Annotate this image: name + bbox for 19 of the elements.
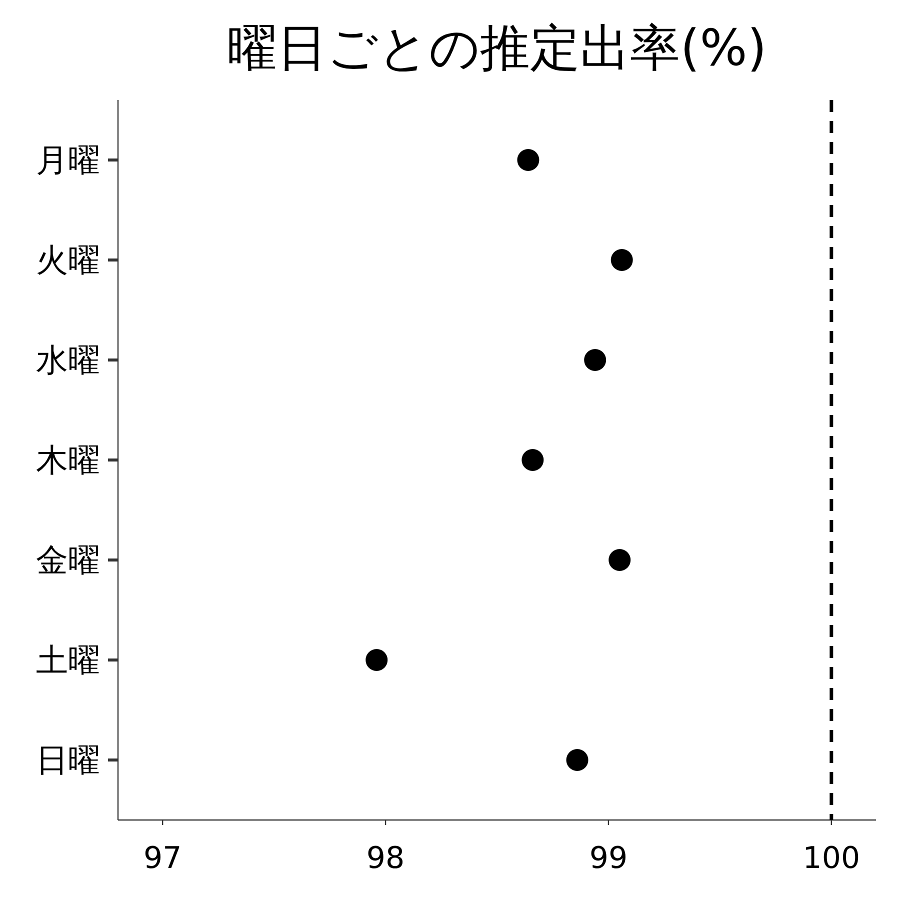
- point: [522, 449, 544, 471]
- x-tick-label: 98: [366, 841, 405, 876]
- point: [517, 149, 540, 171]
- x-tick-label: 100: [802, 841, 860, 876]
- y-tick-label: 土曜: [36, 641, 100, 679]
- y-tick-label: 月曜: [36, 141, 100, 179]
- y-tick-label: 金曜: [36, 541, 100, 579]
- point: [366, 649, 388, 671]
- point: [566, 749, 588, 771]
- point: [584, 349, 606, 371]
- y-tick-label: 水曜: [36, 341, 100, 379]
- x-tick-label: 97: [143, 841, 182, 876]
- chart-title: 曜日ごとの推定出率(%): [227, 19, 767, 77]
- point: [610, 249, 633, 271]
- y-tick-label: 木曜: [36, 441, 100, 479]
- y-tick-label: 火曜: [36, 241, 100, 279]
- y-tick-label: 日曜: [36, 741, 100, 779]
- point: [608, 549, 631, 571]
- x-tick-label: 99: [589, 841, 628, 876]
